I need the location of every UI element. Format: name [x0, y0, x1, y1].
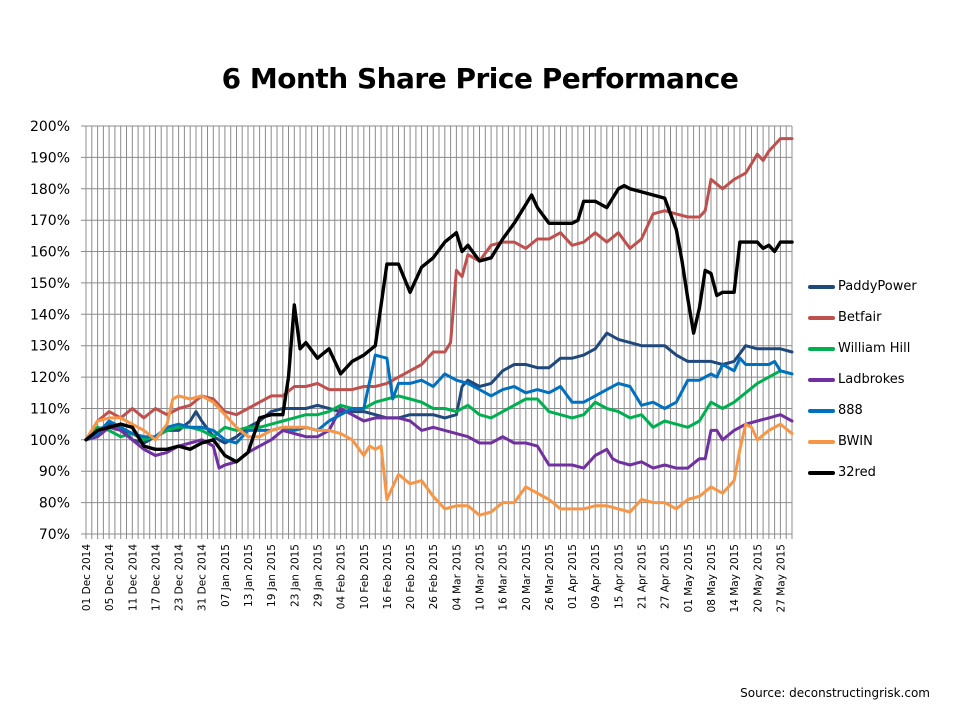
x-tick-label: 08 May 2015 [706, 544, 718, 612]
series-line-william-hill [84, 369, 794, 442]
legend-item: BWIN [808, 426, 917, 457]
y-tick-label: 120% [30, 370, 70, 386]
legend-label: Betfair [838, 310, 882, 325]
legend-label: 32red [838, 465, 876, 480]
legend-swatch [808, 315, 835, 320]
x-tick-label: 09 Apr 2015 [590, 544, 602, 609]
y-tick-label: 170% [30, 213, 70, 229]
y-tick-label: 110% [30, 402, 70, 418]
y-tick-label: 70% [39, 527, 70, 543]
series-line-ladbrokes [84, 407, 794, 470]
y-tick-label: 130% [30, 339, 70, 355]
legend-item: William Hill [808, 333, 917, 364]
x-tick-label: 10 Mar 2015 [475, 544, 487, 611]
vertical-gridlines [85, 126, 793, 539]
x-tick-label: 16 Mar 2015 [498, 544, 510, 611]
legend-item: Ladbrokes [808, 364, 917, 395]
x-tick-label: 27 Apr 2015 [660, 544, 672, 609]
x-tick-label: 21 Apr 2015 [637, 544, 649, 609]
y-tick-label: 200% [30, 119, 70, 135]
x-tick-label: 20 Mar 2015 [521, 544, 533, 611]
chart-title: 6 Month Share Price Performance [221, 62, 739, 95]
legend-swatch [808, 377, 835, 382]
series-line-betfair [84, 137, 794, 442]
legend-label: William Hill [838, 341, 911, 356]
y-tick-label: 190% [30, 150, 70, 166]
series-line-888 [84, 353, 794, 445]
x-tick-label: 11 Dec 2014 [127, 544, 139, 611]
series-line-paddypower [84, 331, 794, 445]
y-tick-label: 150% [30, 276, 70, 292]
x-axis-tick-labels: 01 Dec 2014 05 Dec 2014 11 Dec 2014 17 Dec … [81, 544, 787, 613]
x-tick-label: 07 Jan 2015 [220, 544, 232, 607]
legend-swatch [808, 284, 835, 289]
x-tick-label: 17 Dec 2014 [150, 544, 162, 611]
horizontal-gridlines [81, 125, 792, 535]
legend-label: 888 [838, 403, 863, 418]
source-note: Source: deconstructingrisk.com [740, 686, 930, 700]
x-tick-label: 23 Jan 2015 [289, 544, 301, 607]
x-tick-label: 23 Dec 2014 [174, 544, 186, 611]
x-tick-label: 29 Jan 2015 [313, 544, 325, 607]
x-tick-label: 26 Feb 2015 [428, 544, 440, 609]
legend-item: Betfair [808, 302, 917, 333]
legend-item: 888 [808, 395, 917, 426]
series-line-bwin [84, 394, 794, 517]
x-tick-label: 16 Feb 2015 [382, 544, 394, 609]
y-tick-label: 160% [30, 245, 70, 261]
x-tick-label: 20 May 2015 [752, 544, 764, 612]
legend-swatch [808, 439, 835, 444]
x-tick-label: 01 Apr 2015 [567, 544, 579, 609]
y-tick-label: 140% [30, 307, 70, 323]
legend-label: PaddyPower [838, 279, 917, 294]
legend-item: PaddyPower [808, 271, 917, 302]
x-tick-label: 04 Mar 2015 [451, 544, 463, 611]
x-tick-label: 05 Dec 2014 [104, 544, 116, 611]
legend: PaddyPower Betfair William Hill Ladbrokes 88… [808, 271, 917, 488]
x-tick-label: 01 May 2015 [683, 544, 695, 612]
x-tick-label: 13 Jan 2015 [243, 544, 255, 607]
series-line-32red [84, 183, 794, 464]
x-tick-label: 20 Feb 2015 [405, 544, 417, 609]
x-tick-label: 01 Dec 2014 [81, 544, 93, 611]
legend-item: 32red [808, 457, 917, 488]
y-tick-label: 100% [30, 433, 70, 449]
x-tick-label: 26 Mar 2015 [544, 544, 556, 611]
x-tick-label: 04 Feb 2015 [336, 544, 348, 609]
legend-swatch [808, 346, 835, 351]
y-axis-tick-labels: 200% 190% 180% 170% 160% 150% 140% 130% 120% 110%… [30, 119, 70, 543]
x-tick-label: 27 May 2015 [775, 544, 787, 612]
x-tick-label: 14 May 2015 [729, 544, 741, 612]
legend-swatch [808, 470, 835, 475]
y-tick-label: 180% [30, 182, 70, 198]
y-tick-label: 90% [39, 464, 70, 480]
x-tick-label: 19 Jan 2015 [266, 544, 278, 607]
legend-label: BWIN [838, 434, 873, 449]
y-tick-label: 80% [39, 496, 70, 512]
x-tick-label: 15 Apr 2015 [613, 544, 625, 609]
x-tick-label: 10 Feb 2015 [359, 544, 371, 609]
series-lines [84, 137, 794, 517]
x-tick-label: 31 Dec 2014 [197, 544, 209, 611]
legend-label: Ladbrokes [838, 372, 905, 387]
legend-swatch [808, 408, 835, 413]
